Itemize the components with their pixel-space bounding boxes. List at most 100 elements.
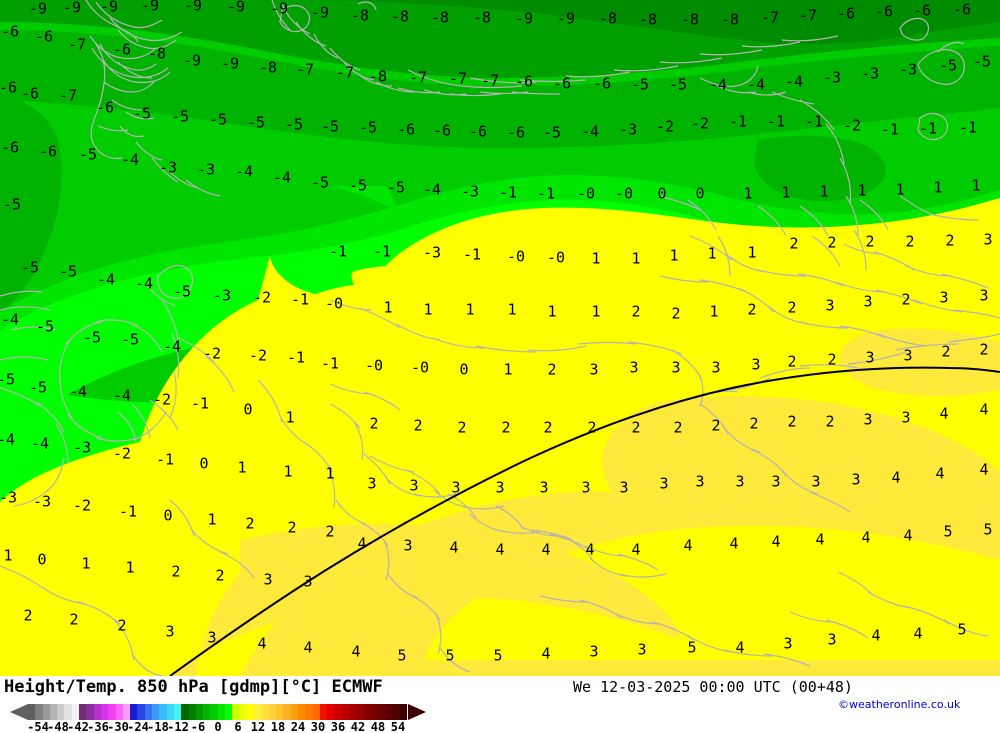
temperature-value-label: 5 — [397, 646, 407, 665]
colorbar-swatch — [35, 704, 43, 720]
colorbar-tick: 0 — [214, 720, 222, 733]
temperature-value-label: -1 — [880, 120, 900, 139]
colorbar-swatch — [232, 704, 240, 720]
colorbar-tick-labels: -54 -48 -42 -36 -30 -24 -18 -12 -6 0 6 12 18 24 30 36 42… — [0, 720, 1000, 733]
temperature-value-label: -5 — [58, 262, 78, 281]
temperature-value-label: 3 — [903, 346, 913, 365]
temperature-value-label: 5 — [957, 620, 967, 639]
temperature-value-label: -7 — [480, 71, 500, 90]
temperature-value-label: -6 — [34, 27, 54, 46]
temperature-value-label: -1 — [290, 290, 310, 309]
temperature-value-label: 3 — [863, 292, 873, 311]
temperature-value-label: 3 — [851, 470, 861, 489]
temperature-value-label: -9 — [269, 0, 289, 18]
colorbar-swatch — [400, 704, 408, 720]
temperature-value-label: 1 — [81, 554, 91, 573]
temperature-value-label: 1 — [669, 246, 679, 265]
temperature-value-label: 1 — [631, 249, 641, 268]
temperature-value-label: 0 — [37, 550, 47, 569]
temperature-value-label: -3 — [618, 120, 638, 139]
temperature-value-label: -6 — [0, 22, 20, 41]
temperature-value-label: -7 — [58, 86, 78, 105]
temperature-value-label: -8 — [368, 67, 388, 86]
temperature-value-label: -9 — [226, 0, 246, 16]
temperature-value-label: -9 — [28, 0, 48, 18]
temperature-value-label: -6 — [112, 40, 132, 59]
temperature-value-label: 4 — [351, 642, 361, 661]
temperature-value-label: -5 — [28, 378, 48, 397]
temperature-value-label: -5 — [246, 113, 266, 132]
temperature-value-label: -0 — [410, 358, 430, 377]
colorbar-swatch — [79, 704, 87, 720]
temperature-map[interactable]: -9 -9 -9 -9 -9 -9 -9 -9 -8 -8 -8 -8 -9 -9 -8 -8 -8 -8 -7 -7… — [0, 0, 1000, 676]
temperature-value-label: -2 — [655, 117, 675, 136]
temperature-value-label: 3 — [811, 472, 821, 491]
map-footer: Height/Temp. 850 hPa [gdmp][°C] ECMWF We… — [0, 676, 1000, 733]
colorbar-swatch — [363, 704, 371, 720]
temperature-value-label: -0 — [614, 184, 634, 203]
temperature-value-label: 3 — [939, 288, 949, 307]
temperature-value-label: -0 — [364, 356, 384, 375]
temperature-value-label: -4 — [746, 75, 766, 94]
temperature-value-label: 1 — [895, 180, 905, 199]
colorbar-tick: -12 — [167, 720, 189, 733]
temperature-value-label: 0 — [199, 454, 209, 473]
temperature-value-label: 3 — [695, 472, 705, 491]
colorbar-swatch — [385, 704, 393, 720]
geopotential-contour-152 — [169, 366, 1000, 676]
temperature-value-label: -2 — [202, 344, 222, 363]
temperature-value-label: 3 — [901, 408, 911, 427]
temperature-value-label: 1 — [283, 462, 293, 481]
temperature-value-label: -6 — [514, 72, 534, 91]
temperature-value-label: -7 — [335, 63, 355, 82]
temperature-value-label: 0 — [163, 506, 173, 525]
temperature-value-label: -8 — [430, 8, 450, 27]
temperature-value-label: 1 — [285, 408, 295, 427]
temperature-value-label: -6 — [0, 78, 18, 97]
temperature-value-label: -5 — [172, 282, 192, 301]
temperature-value-label: -8 — [638, 10, 658, 29]
temperature-value-label: 3 — [637, 640, 647, 659]
temperature-value-label: -2 — [842, 116, 862, 135]
colorbar-tick: 12 — [250, 720, 266, 733]
temperature-value-label: -4 — [272, 168, 292, 187]
temperature-value-label: 2 — [787, 412, 797, 431]
temperature-value-label: 2 — [543, 418, 553, 437]
temperature-value-label: 3 — [863, 410, 873, 429]
temperature-value-label: -6 — [836, 4, 856, 23]
temperature-value-label: 1 — [933, 178, 943, 197]
temperature-value-label: 4 — [735, 638, 745, 657]
colorbar-swatch — [225, 704, 233, 720]
temperature-colorbar[interactable]: -54 -48 -42 -36 -30 -24 -18 -12 -6 0 6 12 18 24 30 36 42… — [0, 704, 1000, 733]
temperature-value-label: -7 — [760, 8, 780, 27]
temperature-value-label: -1 — [536, 184, 556, 203]
temperature-value-label: 2 — [245, 514, 255, 533]
temperature-value-label: -0 — [324, 294, 344, 313]
temperature-value-label: 4 — [903, 526, 913, 545]
fill-band-gold-right — [840, 328, 1000, 396]
temperature-value-label: 4 — [979, 460, 989, 479]
temperature-value-label: -2 — [252, 288, 272, 307]
temperature-value-label: 1 — [781, 183, 791, 202]
temperature-value-label: -9 — [140, 0, 160, 15]
temperature-value-label: 3 — [303, 572, 313, 591]
colorbar-tick: -42 — [67, 720, 89, 733]
temperature-value-label: 2 — [825, 412, 835, 431]
temperature-value-label: -2 — [112, 444, 132, 463]
temperature-value-label: -5 — [120, 330, 140, 349]
colorbar-swatch — [71, 704, 80, 720]
map-title: Height/Temp. 850 hPa [gdmp][°C] ECMWF — [4, 677, 383, 697]
temperature-value-label: 2 — [827, 233, 837, 252]
temperature-value-label: -4 — [580, 122, 600, 141]
temperature-value-label: -4 — [0, 310, 20, 329]
temperature-value-label: 3 — [495, 478, 505, 497]
temperature-value-label: -5 — [0, 370, 16, 389]
temperature-value-label: 1 — [125, 558, 135, 577]
temperature-value-label: 2 — [787, 352, 797, 371]
colorbar-swatch — [217, 704, 226, 720]
colorbar-swatch — [49, 704, 58, 720]
colorbar-swatch — [239, 704, 247, 720]
colorbar-swatch — [356, 704, 364, 720]
temperature-value-label: 3 — [671, 358, 681, 377]
colorbar-swatch — [312, 704, 320, 720]
